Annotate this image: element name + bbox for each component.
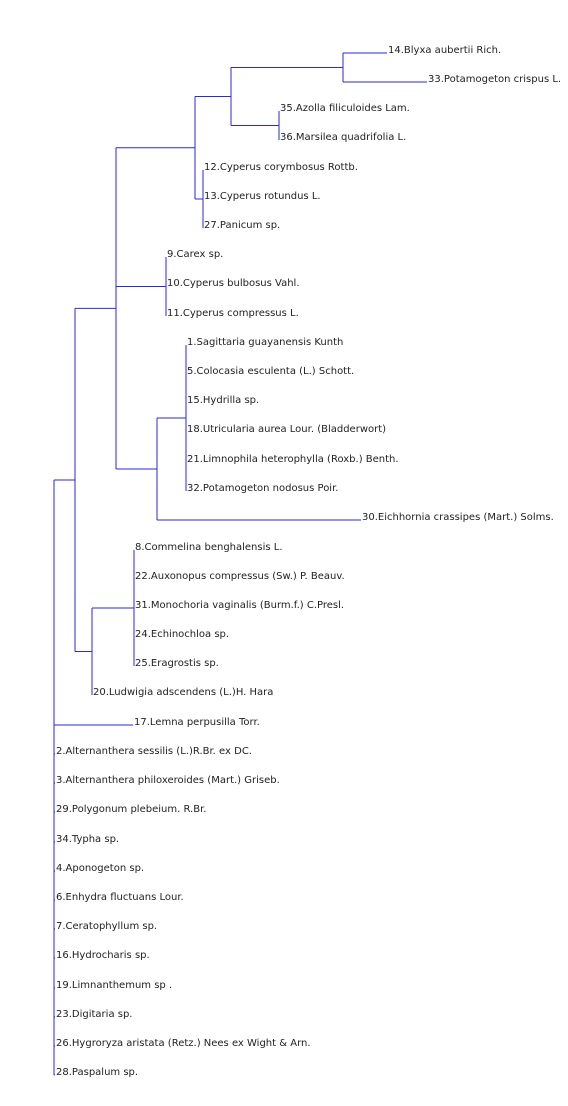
leaf-label: 18.Utricularia aurea Lour. (Bladderwort) [187,424,386,435]
leaf-label: 31.Monochoria vaginalis (Burm.f.) C.Pres… [135,600,344,611]
leaf-label: 15.Hydrilla sp. [187,395,259,406]
leaf-label: 23.Digitaria sp. [56,1009,133,1020]
leaf-label: 33.Potamogeton crispus L. [428,74,561,85]
leaf-label: 24.Echinochloa sp. [135,629,229,640]
leaf-label: 19.Limnanthemum sp . [56,980,172,991]
leaf-label: 34.Typha sp. [56,834,119,845]
leaf-label: 25.Eragrostis sp. [135,658,219,669]
leaf-label: 1.Sagittaria guayanensis Kunth [187,337,343,348]
leaf-label: 16.Hydrocharis sp. [56,950,150,961]
leaf-label: 7.Ceratophyllum sp. [56,921,157,932]
leaf-label: 30.Eichhornia crassipes (Mart.) Solms. [362,512,554,523]
leaf-label: 11.Cyperus compressus L. [167,308,299,319]
leaf-label: 3.Alternanthera philoxeroides (Mart.) Gr… [56,775,280,786]
leaf-label: 27.Panicum sp. [204,220,280,231]
leaf-label: 29.Polygonum plebeium. R.Br. [56,804,206,815]
leaf-label: 36.Marsilea quadrifolia L. [280,132,406,143]
leaf-label: 4.Aponogeton sp. [56,863,144,874]
leaf-label: 35.Azolla filiculoides Lam. [280,103,410,114]
leaf-label: 28.Paspalum sp. [56,1067,138,1078]
leaf-label: 21.Limnophila heterophylla (Roxb.) Benth… [187,454,399,465]
leaf-label: 14.Blyxa aubertii Rich. [388,45,501,56]
leaf-label: 26.Hygroryza aristata (Retz.) Nees ex Wi… [56,1038,311,1049]
leaf-label: 17.Lemna perpusilla Torr. [134,717,260,728]
leaf-label: 20.Ludwigia adscendens (L.)H. Hara [93,687,273,698]
leaf-label: 13.Cyperus rotundus L. [204,191,321,202]
leaf-label: 10.Cyperus bulbosus Vahl. [167,278,300,289]
leaf-label: 2.Alternanthera sessilis (L.)R.Br. ex DC… [56,746,252,757]
leaf-label: 12.Cyperus corymbosus Rottb. [204,162,358,173]
leaf-label: 22.Auxonopus compressus (Sw.) P. Beauv. [135,571,345,582]
branch-lines [53,52,427,1076]
leaf-label: 8.Commelina benghalensis L. [135,542,283,553]
leaf-label: 9.Carex sp. [167,249,223,260]
leaf-label: 32.Potamogeton nodosus Poir. [187,483,338,494]
leaf-labels: 14.Blyxa aubertii Rich. 33.Potamogeton cr… [56,45,561,1078]
leaf-label: 5.Colocasia esculenta (L.) Schott. [187,366,354,377]
leaf-label: 6.Enhydra fluctuans Lour. [56,892,184,903]
